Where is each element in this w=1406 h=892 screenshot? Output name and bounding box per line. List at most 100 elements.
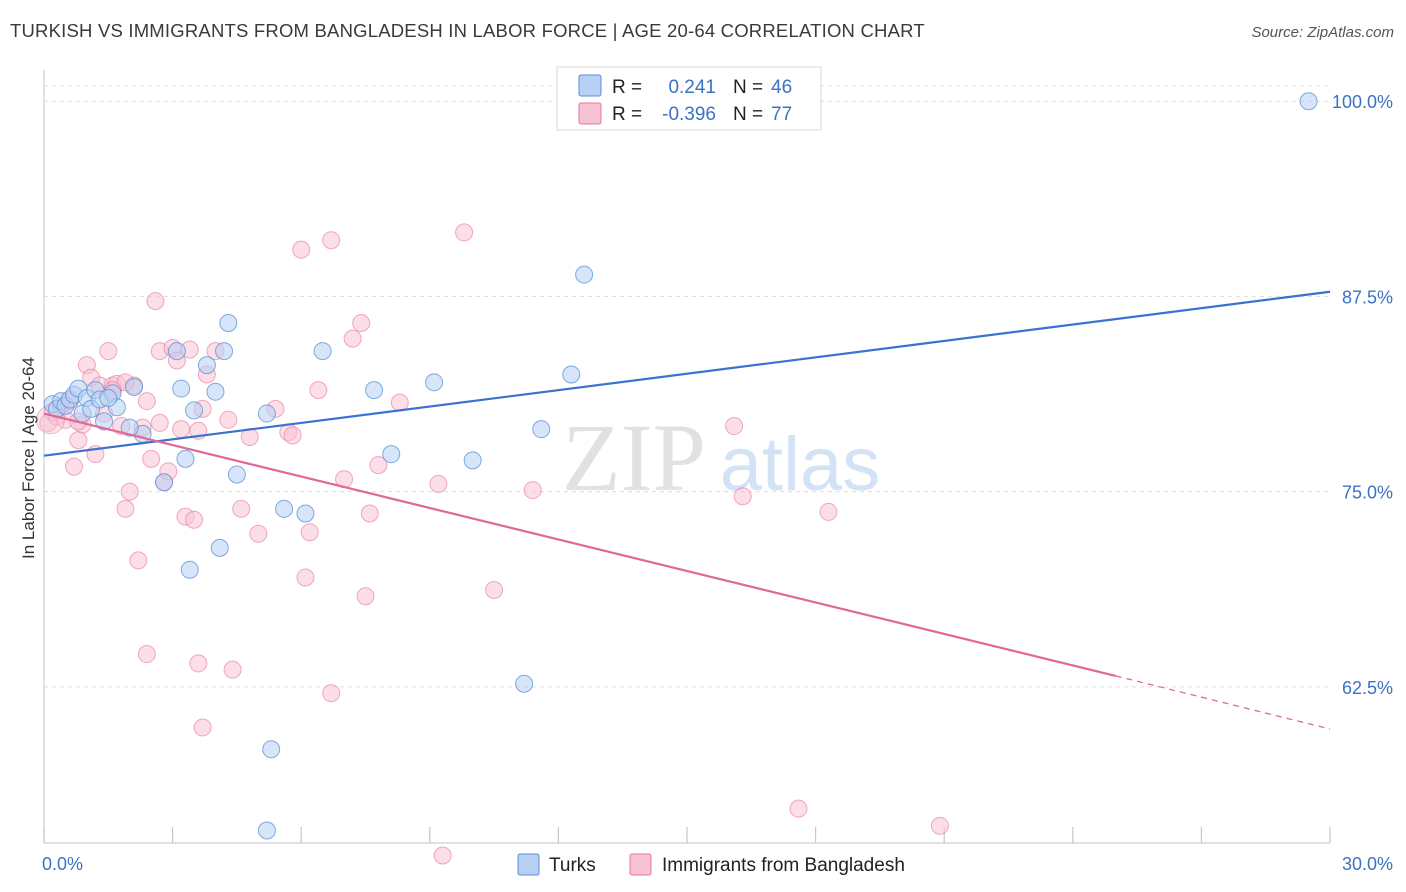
bangladesh-point [69, 431, 88, 450]
bangladesh-point [150, 413, 169, 432]
turks-point [275, 499, 294, 518]
turks-point [167, 342, 186, 361]
bangladesh-point [292, 240, 311, 259]
turks-point [197, 356, 216, 375]
y-axis-label: In Labor Force | Age 20-64 [19, 357, 38, 559]
bangladesh-point [65, 457, 84, 476]
turks-point [425, 373, 444, 392]
turks-point [185, 401, 204, 420]
turks-point [575, 265, 594, 284]
turks-point [180, 560, 199, 579]
legend-r-value-bangladesh: -0.396 [662, 104, 716, 125]
bangladesh-point [120, 482, 139, 501]
bottom-legend: Turks Immigrants from Bangladesh [517, 853, 905, 876]
legend-n-value-bangladesh: 77 [771, 104, 792, 125]
turks-point [365, 381, 384, 400]
chart-source: Source: ZipAtlas.com [1251, 24, 1394, 41]
turks-point [120, 418, 139, 437]
bangladesh-point [219, 410, 238, 429]
y-tick-label: 87.5% [1342, 287, 1393, 307]
bangladesh-point [322, 684, 341, 703]
turks-point [463, 451, 482, 470]
bangladesh-point [309, 381, 328, 400]
bangladesh-point [137, 392, 156, 411]
turks-point [1299, 92, 1318, 111]
legend: R = 0.241 N = 46 R = -0.396 N = 77 [556, 66, 822, 131]
turks-point [227, 465, 246, 484]
bangladesh-point [819, 502, 838, 521]
gridlines [44, 85, 1330, 688]
bangladesh-point [343, 329, 362, 348]
bangladesh-point [322, 231, 341, 250]
legend-swatch-turks [578, 74, 602, 97]
turks-point [215, 342, 234, 361]
bangladesh-point [116, 499, 135, 518]
legend-swatch-bangladesh [578, 102, 602, 125]
turks-point [257, 404, 276, 423]
bangladesh-point [356, 587, 375, 606]
bangladesh-point [930, 816, 949, 835]
trend-line-turks [43, 290, 1331, 457]
turks-point [313, 342, 332, 361]
series-turks-points [43, 92, 1318, 840]
bottom-legend-swatch-turks [517, 853, 540, 876]
bangladesh-point [523, 481, 542, 500]
turks-point [99, 388, 118, 407]
turks-point [219, 313, 238, 332]
turks-point [210, 538, 229, 557]
bangladesh-point [283, 426, 302, 445]
x-tick-label: 0.0% [42, 854, 83, 874]
turks-point [206, 382, 225, 401]
turks-point [172, 379, 191, 398]
bangladesh-point [296, 568, 315, 587]
bangladesh-point [232, 499, 251, 518]
bangladesh-point [429, 474, 448, 493]
bangladesh-point [789, 799, 808, 818]
trend-line-bangladesh [43, 412, 1116, 677]
bangladesh-point [300, 523, 319, 542]
bangladesh-point [137, 645, 156, 664]
legend-n-value-turks: 46 [771, 77, 792, 98]
turks-point [296, 504, 315, 523]
y-tick-label: 75.0% [1342, 483, 1393, 503]
y-tick-label: 62.5% [1342, 678, 1393, 698]
turks-point [257, 821, 276, 840]
bangladesh-point [146, 292, 165, 311]
watermark-zip: ZIP [562, 404, 706, 511]
y-tick-label: 100.0% [1332, 92, 1393, 112]
bangladesh-point [189, 654, 208, 673]
x-tick-label: 30.0% [1342, 854, 1393, 874]
trend-line-bangladesh-extension [1115, 675, 1331, 730]
bangladesh-point [142, 449, 161, 468]
bangladesh-point [433, 846, 452, 865]
series-bangladesh-points [35, 223, 949, 865]
bottom-legend-swatch-bangladesh [629, 853, 652, 876]
chart-title: TURKISH VS IMMIGRANTS FROM BANGLADESH IN… [10, 20, 925, 41]
legend-n-label-bangladesh: N = [733, 104, 763, 125]
tick-labels: 100.0% 87.5% 75.0% 62.5% 0.0% 30.0% [42, 92, 1393, 874]
turks-point [95, 412, 114, 431]
turks-point [515, 674, 534, 693]
turks-point [382, 445, 401, 464]
bangladesh-point [725, 417, 744, 436]
bangladesh-point [99, 342, 118, 361]
legend-n-label-turks: N = [733, 77, 763, 98]
bangladesh-point [249, 524, 268, 543]
legend-r-label-bangladesh: R = [612, 104, 642, 125]
bottom-legend-label-turks: Turks [549, 855, 596, 876]
bangladesh-point [485, 581, 504, 600]
bangladesh-point [455, 223, 474, 242]
bangladesh-point [193, 718, 212, 737]
turks-point [155, 473, 174, 492]
bangladesh-point [172, 420, 191, 439]
bangladesh-point [129, 551, 148, 570]
turks-point [176, 449, 195, 468]
bangladesh-point [733, 487, 752, 506]
bangladesh-point [223, 660, 242, 679]
bangladesh-point [369, 456, 388, 475]
turks-point [562, 365, 581, 384]
turks-point [125, 378, 144, 397]
legend-r-value-turks: 0.241 [668, 77, 716, 98]
trend-lines [43, 290, 1331, 730]
